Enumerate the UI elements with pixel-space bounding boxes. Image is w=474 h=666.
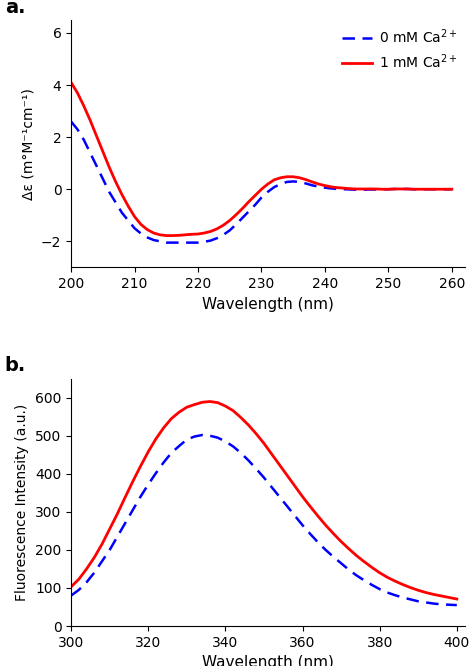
Line: 0 mM Ca$^{2+}$: 0 mM Ca$^{2+}$ <box>71 121 452 242</box>
0 mM Ca$^{2+}$ <box>278 180 283 188</box>
0 mM Ca$^{2+}$ <box>208 236 214 244</box>
1 mM Ca$^{2+}$ <box>157 231 163 239</box>
X-axis label: Wavelength (nm): Wavelength (nm) <box>202 296 334 312</box>
Line: 1 mM Ca$^{2+}$: 1 mM Ca$^{2+}$ <box>71 83 452 236</box>
0 mM Ca$^{2+}$ <box>164 238 169 246</box>
X-axis label: Wavelength (nm): Wavelength (nm) <box>202 655 334 666</box>
Text: b.: b. <box>5 356 26 376</box>
0 mM Ca$^{2+}$ <box>68 117 74 125</box>
Text: a.: a. <box>5 0 25 17</box>
0 mM Ca$^{2+}$ <box>145 233 150 241</box>
1 mM Ca$^{2+}$ <box>449 185 455 193</box>
1 mM Ca$^{2+}$ <box>164 232 169 240</box>
0 mM Ca$^{2+}$ <box>157 237 163 245</box>
0 mM Ca$^{2+}$ <box>405 185 410 193</box>
1 mM Ca$^{2+}$ <box>68 79 74 87</box>
1 mM Ca$^{2+}$ <box>208 227 214 235</box>
Legend: 0 mM Ca$^{2+}$, 1 mM Ca$^{2+}$: 0 mM Ca$^{2+}$, 1 mM Ca$^{2+}$ <box>341 27 457 71</box>
1 mM Ca$^{2+}$ <box>145 226 150 234</box>
Y-axis label: Fluorescence Intensity (a.u.): Fluorescence Intensity (a.u.) <box>16 404 29 601</box>
1 mM Ca$^{2+}$ <box>405 185 410 193</box>
0 mM Ca$^{2+}$ <box>449 185 455 193</box>
1 mM Ca$^{2+}$ <box>303 176 309 184</box>
0 mM Ca$^{2+}$ <box>303 180 309 188</box>
Y-axis label: Δε (m°M⁻¹cm⁻¹): Δε (m°M⁻¹cm⁻¹) <box>21 88 36 200</box>
1 mM Ca$^{2+}$ <box>278 174 283 182</box>
